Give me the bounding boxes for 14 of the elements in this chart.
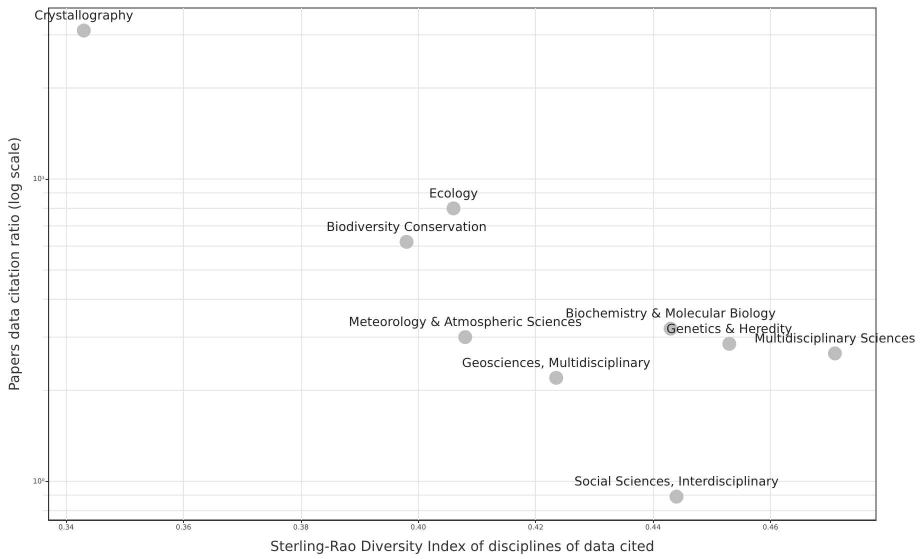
point: [828, 346, 842, 360]
y-axis-title: Papers data citation ratio (log scale): [7, 137, 23, 391]
point: [446, 201, 461, 216]
x-axis-title: Sterling-Rao Diversity Index of disciplines of data cited: [270, 539, 654, 555]
annotation: Geosciences, Multidisciplinary: [462, 354, 651, 370]
annotation: Biodiversity Conservation: [326, 218, 487, 234]
point: [670, 490, 684, 504]
annotation: Ecology: [429, 185, 479, 200]
point: [458, 330, 472, 344]
point: [549, 370, 564, 385]
point: [76, 24, 91, 38]
point: [400, 234, 414, 249]
point: [722, 336, 736, 351]
annotation: Social Sciences, Interdisciplinary: [574, 474, 780, 489]
